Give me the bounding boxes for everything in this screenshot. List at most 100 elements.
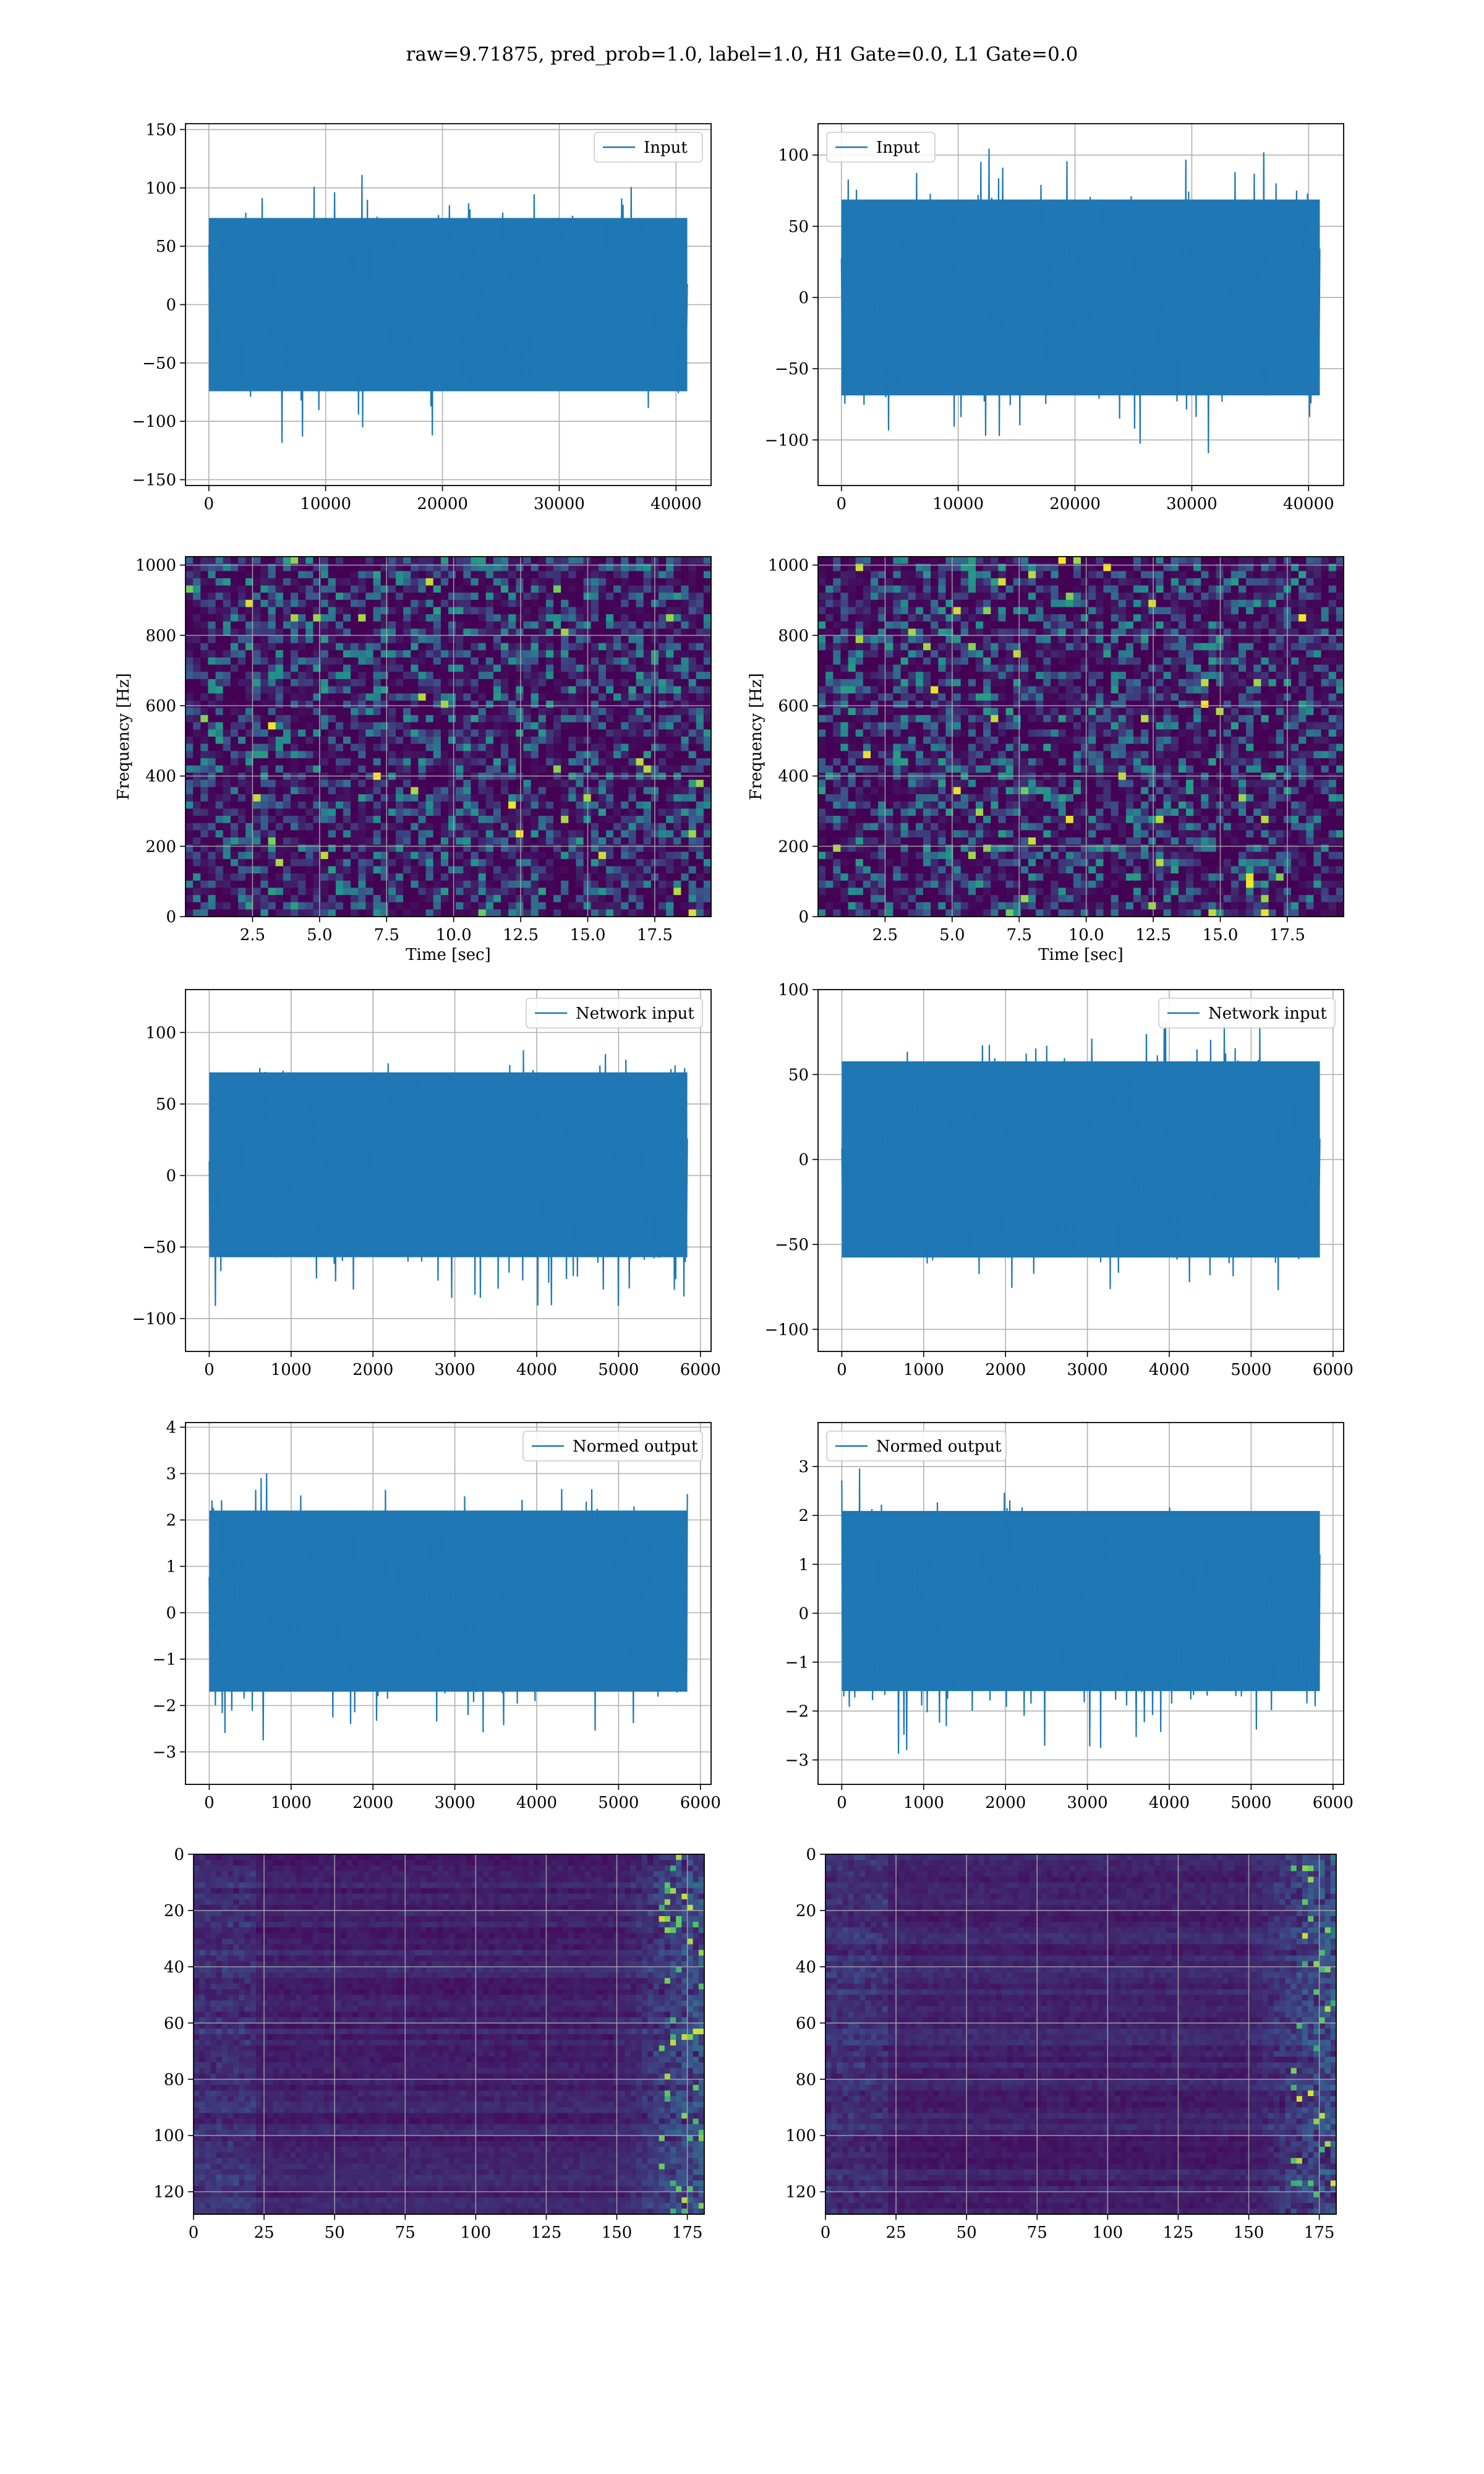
- l1-spectrogram-ytick-label: 800: [778, 627, 809, 645]
- l1-input-xtick-label: 0: [837, 495, 847, 513]
- h1-normed-output-xtick-label: 1000: [271, 1794, 312, 1812]
- h1-normed-output-legend-label: Normed output: [573, 1437, 698, 1456]
- h1-spectrogram-xtick-label: 7.5: [374, 926, 399, 944]
- l1-feature-map-frame: [825, 1854, 1337, 2215]
- h1-normed-output-ytick-label: −1: [153, 1651, 176, 1669]
- l1-spectrogram-frame: [817, 556, 1344, 917]
- h1-spectrogram-ytick-label: 0: [166, 908, 176, 927]
- h1-network-input-ytick-label: 0: [166, 1167, 176, 1186]
- l1-input-ytick-label: −100: [765, 431, 809, 450]
- h1-spectrogram-xtick-label: 17.5: [637, 926, 673, 944]
- l1-feature-map-ytick-label: 100: [785, 2127, 816, 2146]
- h1-spectrogram-xtick-label: 12.5: [503, 926, 539, 944]
- l1-input-xtick-label: 30000: [1166, 495, 1217, 513]
- h1-normed-output-ytick-label: −2: [153, 1697, 176, 1716]
- l1-input-legend-box: [826, 132, 936, 163]
- l1-spectrogram-xtick-label: 17.5: [1269, 926, 1305, 944]
- h1-network-input-xtick-label: 4000: [516, 1361, 557, 1379]
- l1-input-xtick-label: 40000: [1283, 495, 1334, 513]
- l1-network-input-panel: 0 1000 2000 3000 4000 5000 6000 −100 −50 0 50 100 Ne…: [765, 981, 1354, 1379]
- h1-spectrogram-panel: 2.5 5.0 7.5 10.0 12.5 15.0 17.5 0 200 400 600 800 10…: [114, 556, 712, 964]
- l1-feature-map-ytick-label: 20: [796, 1902, 816, 1920]
- h1-network-input-ytick-label: 100: [145, 1024, 176, 1042]
- h1-spectrogram-ylabel: Frequency [Hz]: [114, 673, 133, 800]
- h1-feature-map-xtick-label: 150: [602, 2224, 633, 2242]
- l1-normed-output-xtick-label: 1000: [903, 1794, 944, 1812]
- h1-input-ytick-label: 150: [145, 121, 176, 139]
- l1-feature-map-ytick-label: 80: [796, 2071, 816, 2089]
- l1-input-ytick-label: 0: [798, 289, 809, 307]
- l1-network-input-xtick-label: 3000: [1067, 1361, 1108, 1379]
- h1-normed-output-xtick-label: 3000: [435, 1794, 475, 1812]
- h1-feature-map-ytick-label: 60: [164, 2014, 184, 2033]
- l1-spectrogram-ytick-label: 1000: [768, 557, 809, 575]
- h1-network-input-legend: Network input: [526, 998, 703, 1029]
- h1-normed-output-xtick-label: 2000: [352, 1794, 393, 1812]
- l1-normed-output-ytick-label: −3: [785, 1751, 809, 1770]
- h1-spectrogram-ytick-label: 600: [145, 697, 176, 716]
- h1-feature-map-xtick-label: 25: [254, 2224, 275, 2242]
- l1-spectrogram-xtick-label: 12.5: [1135, 926, 1171, 944]
- h1-network-input-ytick-label: 50: [156, 1095, 176, 1114]
- l1-feature-map-xtick-label: 75: [1027, 2224, 1047, 2242]
- h1-feature-map-ytick-label: 40: [164, 1958, 184, 1977]
- l1-feature-map-xtick-label: 150: [1234, 2224, 1264, 2242]
- h1-feature-map-xtick-label: 125: [531, 2224, 562, 2242]
- l1-normed-output-frame: [817, 1422, 1344, 1785]
- l1-feature-map-xtick-label: 50: [957, 2224, 977, 2242]
- h1-network-input-frame: [185, 989, 712, 1352]
- l1-normed-output-ytick-label: −2: [785, 1702, 809, 1721]
- h1-input-ytick-label: −150: [132, 471, 176, 490]
- l1-feature-map-xtick-label: 0: [821, 2224, 831, 2242]
- l1-network-input-ytick-label: 100: [778, 981, 809, 999]
- l1-feature-map-ytick-label: 40: [796, 1958, 816, 1977]
- l1-network-input-xtick-label: 4000: [1149, 1361, 1190, 1379]
- h1-normed-output-panel: 0 1000 2000 3000 4000 5000 6000 −3 −2 −1 0 1 2 3 4 Norm…: [153, 1419, 721, 1813]
- h1-input-xtick-label: 10000: [300, 495, 351, 513]
- h1-input-xtick-label: 20000: [417, 495, 468, 513]
- h1-network-input-xtick-label: 1000: [271, 1361, 312, 1379]
- h1-feature-map-panel: 0 25 50 75 100 125 150 175 0 20 40 60 80 100 120: [153, 1846, 705, 2242]
- l1-normed-output-xtick-label: 6000: [1313, 1794, 1354, 1812]
- l1-spectrogram-ytick-label: 400: [778, 768, 809, 786]
- l1-input-xtick-label: 10000: [932, 495, 984, 513]
- h1-spectrogram-cells: [186, 557, 712, 917]
- l1-input-ytick-label: 100: [778, 147, 809, 165]
- h1-input-xtick-label: 30000: [534, 495, 585, 513]
- h1-spectrogram-xtick-label: 5.0: [307, 926, 332, 944]
- h1-spectrogram-ytick-label: 400: [145, 768, 176, 786]
- l1-spectrogram-xtick-label: 2.5: [872, 926, 898, 944]
- h1-feature-map-ytick-label: 80: [164, 2071, 184, 2089]
- h1-spectrogram-xtick-label: 2.5: [240, 926, 265, 944]
- l1-normed-output-ytick-label: 1: [798, 1556, 809, 1574]
- l1-normed-output-ytick-label: 2: [798, 1507, 809, 1525]
- l1-network-input-legend-box: [1158, 998, 1336, 1029]
- l1-normed-output-ytick-label: −1: [785, 1653, 809, 1672]
- l1-network-input-xtick-label: 5000: [1230, 1361, 1271, 1379]
- l1-normed-output-ytick-label: 3: [798, 1458, 809, 1476]
- l1-network-input-frame: [817, 989, 1344, 1352]
- l1-network-input-ytick-label: −100: [765, 1320, 809, 1339]
- h1-normed-output-legend: Normed output: [522, 1431, 703, 1462]
- h1-spectrogram-xtick-label: 15.0: [570, 926, 606, 944]
- h1-spectrogram-xtick-label: 10.0: [436, 926, 472, 944]
- h1-network-input-xtick-label: 2000: [352, 1361, 393, 1379]
- l1-input-xtick-label: 20000: [1049, 495, 1101, 513]
- h1-normed-output-ytick-label: 2: [166, 1512, 176, 1530]
- l1-normed-output-xtick-label: 5000: [1230, 1794, 1271, 1812]
- h1-input-panel: 0 10000 20000 30000 40000 −150 −100 −50 0 50 100 15…: [132, 121, 712, 513]
- h1-normed-output-xtick-label: 5000: [598, 1794, 639, 1812]
- h1-feature-map-frame: [193, 1854, 705, 2215]
- h1-feature-map-xtick-label: 175: [672, 2224, 703, 2242]
- h1-network-input-series-line: [208, 1050, 688, 1306]
- l1-spectrogram-ytick-label: 200: [778, 837, 809, 856]
- l1-spectrogram-ytick-label: 0: [798, 908, 809, 927]
- h1-input-ytick-label: 50: [156, 238, 176, 256]
- h1-spectrogram-ytick-label: 800: [145, 627, 176, 645]
- h1-input-ytick-label: −50: [142, 354, 176, 373]
- l1-normed-output-xtick-label: 2000: [985, 1794, 1026, 1812]
- l1-spectrogram-ylabel: Frequency [Hz]: [747, 673, 765, 800]
- l1-network-input-legend: Network input: [1158, 998, 1336, 1029]
- l1-normed-output-legend: Normed output: [826, 1431, 1007, 1462]
